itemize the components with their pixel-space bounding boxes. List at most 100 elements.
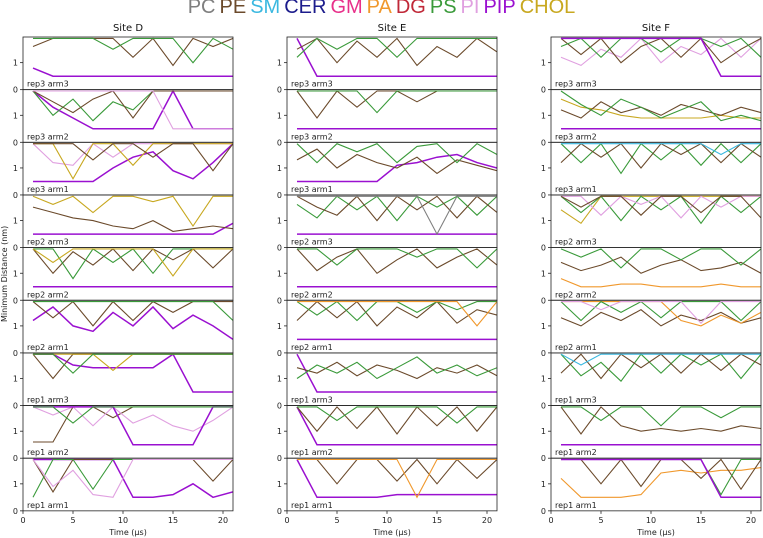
series-line-pip bbox=[296, 459, 497, 499]
series-line-pe bbox=[32, 37, 233, 67]
y-tick-label: 1 bbox=[13, 164, 18, 173]
series-line-pa bbox=[560, 278, 761, 288]
series-line-pi bbox=[32, 406, 233, 432]
panel-label: rep2 arm2 bbox=[291, 290, 333, 299]
series-line-pe bbox=[560, 101, 761, 119]
panel-label: rep3 arm1 bbox=[291, 185, 333, 194]
x-tick-label: 10 bbox=[646, 516, 656, 525]
series-line-pip bbox=[296, 406, 497, 446]
series-line-pip bbox=[296, 353, 497, 393]
series-line-ps bbox=[561, 406, 761, 427]
series-line-pi bbox=[561, 301, 761, 325]
y-tick-label: 0 bbox=[541, 138, 546, 147]
y-tick-label: 0 bbox=[541, 349, 546, 358]
legend-entry-chol: CHOL bbox=[519, 0, 576, 18]
x-axis-label: Time (μs) bbox=[636, 528, 675, 537]
series-line-pip bbox=[33, 406, 233, 446]
series-line-pe bbox=[296, 148, 497, 175]
series-line-pe bbox=[32, 458, 233, 493]
x-axis-label: Time (μs) bbox=[372, 528, 411, 537]
series-line-pe bbox=[296, 300, 497, 327]
series-line-pip bbox=[561, 458, 761, 499]
y-tick-label: 1 bbox=[277, 111, 282, 120]
y-tick-label: 1 bbox=[541, 111, 546, 120]
series-line-ps bbox=[297, 248, 497, 269]
x-tick-label: 15 bbox=[432, 516, 442, 525]
x-tick-label: 10 bbox=[118, 516, 128, 525]
x-tick-label: 0 bbox=[20, 516, 25, 525]
series-line-ps bbox=[296, 195, 497, 222]
panel-label: rep3 arm3 bbox=[291, 80, 333, 89]
series-line-pa bbox=[297, 301, 497, 327]
series-line-pi bbox=[561, 195, 761, 219]
y-tick-label: 0 bbox=[277, 349, 282, 358]
series-line-ps bbox=[296, 143, 497, 164]
x-tick-label: 20 bbox=[482, 516, 492, 525]
series-line-pi bbox=[32, 458, 233, 498]
y-tick-label: 0 bbox=[277, 138, 282, 147]
panel-label: rep1 arm2 bbox=[27, 448, 69, 457]
series-line-pip bbox=[296, 38, 497, 77]
panel-frame bbox=[550, 457, 762, 512]
series-line-pi bbox=[33, 90, 233, 130]
y-tick-label: 1 bbox=[13, 375, 18, 384]
panel-label: rep3 arm3 bbox=[555, 80, 597, 89]
legend-entry-cer: CER bbox=[284, 0, 327, 18]
series-line-pe bbox=[297, 458, 497, 485]
y-tick-label: 1 bbox=[277, 427, 282, 436]
y-tick-label: 1 bbox=[277, 59, 282, 68]
y-tick-label: 0 bbox=[277, 191, 282, 200]
series-line-chol bbox=[33, 143, 233, 180]
y-tick-label: 1 bbox=[541, 164, 546, 173]
series-line-pe bbox=[560, 309, 761, 327]
x-tick-label: 5 bbox=[598, 516, 603, 525]
y-tick-label: 1 bbox=[541, 59, 546, 68]
y-tick-label: 0 bbox=[13, 244, 18, 253]
panel-label: rep1 arm3 bbox=[555, 396, 597, 405]
site-title: Site E bbox=[378, 23, 407, 34]
panel-label: rep2 arm3 bbox=[27, 238, 69, 247]
legend-entry-pa: PA bbox=[366, 0, 392, 18]
series-line-pe bbox=[33, 143, 233, 172]
series-line-ps bbox=[296, 300, 497, 322]
series-line-ps bbox=[32, 90, 233, 122]
panel-label: rep1 arm3 bbox=[27, 396, 69, 405]
y-tick-label: 0 bbox=[13, 191, 18, 200]
series-line-ps bbox=[297, 90, 497, 114]
y-tick-label: 0 bbox=[277, 244, 282, 253]
panel-frame bbox=[286, 457, 498, 512]
y-axis-label: Minimum Distance (nm) bbox=[0, 226, 9, 322]
legend-entry-pi: PI bbox=[460, 0, 480, 18]
y-tick-label: 0 bbox=[13, 402, 18, 411]
series-line-ps bbox=[33, 248, 233, 280]
y-tick-label: 1 bbox=[541, 375, 546, 384]
series-line-ps bbox=[560, 353, 761, 383]
series-line-pe bbox=[296, 248, 497, 275]
y-tick-label: 1 bbox=[277, 375, 282, 384]
y-tick-label: 1 bbox=[277, 164, 282, 173]
y-tick-label: 1 bbox=[13, 217, 18, 226]
series-line-pe bbox=[560, 406, 761, 435]
y-tick-label: 0 bbox=[541, 454, 546, 463]
series-line-pe bbox=[296, 90, 497, 119]
panel-label: rep1 arm1 bbox=[27, 501, 69, 510]
series-line-pip bbox=[297, 153, 497, 183]
series-line-ps bbox=[296, 356, 497, 380]
x-tick-label: 0 bbox=[548, 516, 553, 525]
site-title: Site D bbox=[113, 23, 143, 34]
y-tick-label: 0 bbox=[13, 296, 18, 305]
panel-label: rep3 arm3 bbox=[27, 80, 69, 89]
series-line-pe bbox=[32, 90, 233, 119]
series-line-pip bbox=[33, 353, 233, 393]
y-tick-label: 1 bbox=[277, 269, 282, 278]
series-line-sm bbox=[560, 353, 761, 366]
legend-entry-ps: PS bbox=[429, 0, 457, 18]
legend-entry-sm: SM bbox=[250, 0, 281, 18]
y-tick-label: 0 bbox=[541, 86, 546, 95]
panel-label: rep3 arm2 bbox=[27, 132, 69, 141]
y-tick-label: 1 bbox=[277, 217, 282, 226]
legend-entry-pe: PE bbox=[219, 0, 247, 18]
series-line-chol bbox=[32, 195, 233, 227]
